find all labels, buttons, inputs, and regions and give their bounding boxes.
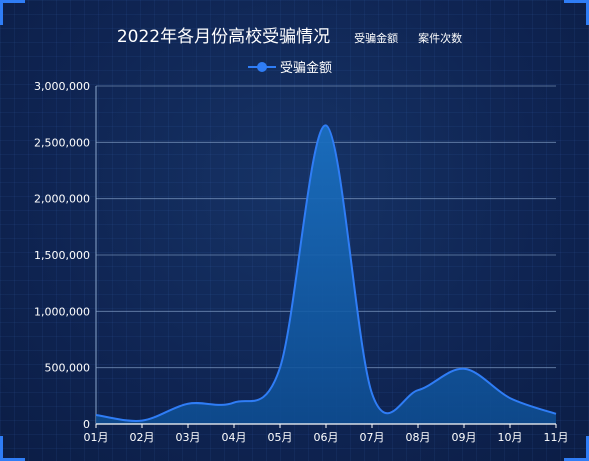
x-tick-label: 04月 <box>222 431 247 444</box>
legend-label[interactable]: 受骗金额 <box>280 60 332 76</box>
y-tick-label: 2,000,000 <box>34 193 90 206</box>
tab-case-count[interactable]: 案件次数 <box>418 32 463 45</box>
y-tick-label: 1,500,000 <box>34 249 90 262</box>
x-tick-label: 10月 <box>498 431 523 444</box>
series-area-fraud-amount <box>96 125 556 425</box>
y-tick-label: 500,000 <box>45 362 91 375</box>
corner-decoration-top-right <box>564 0 589 25</box>
corner-decoration-bottom-left <box>0 436 25 461</box>
x-tick-label: 06月 <box>314 431 339 444</box>
series-line-fraud-amount <box>95 124 557 422</box>
corner-decoration-bottom-right <box>564 436 589 461</box>
y-tick-label: 0 <box>83 418 90 431</box>
y-tick-label: 3,000,000 <box>34 80 90 93</box>
x-tick-label: 08月 <box>406 431 431 444</box>
y-tick-label: 2,500,000 <box>34 136 90 149</box>
x-tick-label: 09月 <box>452 431 477 444</box>
title-bar: 2022年各月份高校受骗情况 受骗金额 案件次数 <box>0 22 589 47</box>
x-tick-label: 05月 <box>268 431 293 444</box>
legend-marker-icon <box>257 62 267 72</box>
corner-decoration-top-left <box>0 0 25 25</box>
x-tick-label: 02月 <box>130 431 155 444</box>
x-tick-label: 01月 <box>84 431 109 444</box>
x-tick-label: 07月 <box>360 431 385 444</box>
tab-amount[interactable]: 受骗金额 <box>354 32 399 45</box>
x-tick-label: 11月 <box>544 431 569 444</box>
chart-title: 2022年各月份高校受骗情况 <box>116 27 331 47</box>
y-tick-label: 1,000,000 <box>34 305 90 318</box>
x-tick-label: 03月 <box>176 431 201 444</box>
